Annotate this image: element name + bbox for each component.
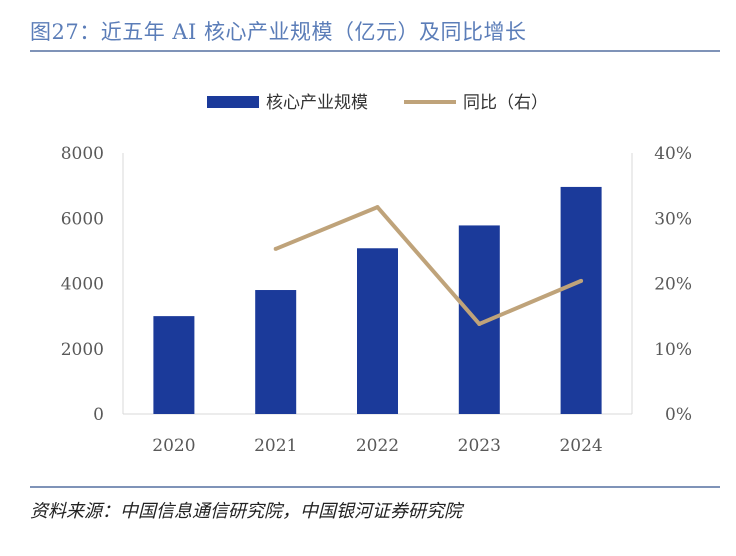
x-tick-label: 2021 <box>254 436 297 456</box>
bar-2024 <box>560 186 602 414</box>
y-left-tick-label: 4000 <box>61 275 104 295</box>
bar-2022 <box>357 248 398 414</box>
chart-title: 图27：近五年 AI 核心产业规模（亿元）及同比增长 <box>30 20 527 44</box>
x-tick-label: 2022 <box>356 436 399 456</box>
y-left-tick-label: 2000 <box>61 340 104 360</box>
legend-line-label: 同比（右） <box>463 93 548 113</box>
y-right-tick-label: 30% <box>654 209 692 229</box>
yoy-point-2024 <box>579 278 584 283</box>
y-right-tick-label: 20% <box>654 275 692 295</box>
x-tick-label: 2023 <box>458 436 501 456</box>
yoy-point-2021 <box>273 246 278 251</box>
x-tick-label: 2020 <box>152 436 195 456</box>
legend-bar-label: 核心产业规模 <box>266 93 368 113</box>
yoy-growth-line <box>274 205 582 326</box>
y-right-tick-label: 10% <box>654 340 692 360</box>
yoy-point-2023 <box>477 321 482 326</box>
source-divider <box>30 486 720 488</box>
x-tick-label: 2024 <box>559 436 602 456</box>
y-left-tick-label: 8000 <box>61 144 104 164</box>
bar-2021 <box>255 290 297 414</box>
bar-2020 <box>153 316 195 414</box>
y-right-tick-label: 0% <box>665 405 692 425</box>
y-right-tick-label: 40% <box>654 144 692 164</box>
title-divider <box>30 50 720 52</box>
y-left-tick-label: 6000 <box>61 209 104 229</box>
y-left-tick-label: 0 <box>93 405 104 425</box>
source-note: 资料来源：中国信息通信研究院，中国银河证券研究院 <box>30 501 462 522</box>
legend-bar-swatch <box>207 96 259 108</box>
yoy-point-2022 <box>375 205 380 210</box>
